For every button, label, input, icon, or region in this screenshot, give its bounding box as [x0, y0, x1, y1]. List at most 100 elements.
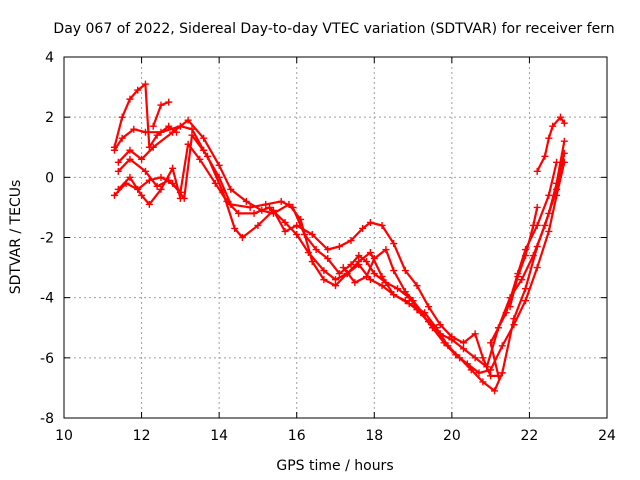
x-tick-label: 24: [598, 428, 616, 444]
series-track-5: [110, 80, 180, 151]
data-point: [347, 261, 355, 269]
data-point: [165, 98, 173, 106]
y-tick-label: 0: [45, 170, 54, 186]
data-point: [347, 237, 355, 245]
data-point: [110, 191, 118, 199]
data-point: [444, 342, 452, 350]
data-point: [522, 252, 530, 260]
data-point: [231, 224, 239, 232]
data-point: [130, 125, 138, 133]
data-point: [219, 188, 227, 196]
data-point: [545, 209, 553, 217]
data-point: [432, 324, 440, 332]
data-point: [421, 312, 429, 320]
data-point: [320, 276, 328, 284]
data-point: [335, 243, 343, 251]
x-tick-label: 14: [210, 428, 228, 444]
x-tick-label: 20: [443, 428, 461, 444]
data-point: [204, 152, 212, 160]
data-point: [359, 224, 367, 232]
data-point: [308, 230, 316, 238]
data-point: [157, 101, 165, 109]
data-point: [355, 252, 363, 260]
data-point: [332, 282, 339, 290]
data-point: [304, 249, 312, 257]
x-tick-label: 16: [288, 428, 306, 444]
data-point: [250, 209, 258, 217]
data-point: [176, 194, 184, 202]
data-point: [518, 276, 526, 284]
data-point: [448, 333, 456, 341]
data-point: [145, 200, 153, 208]
data-point: [456, 354, 464, 362]
data-point: [378, 282, 386, 290]
data-point: [126, 95, 134, 103]
data-point: [471, 354, 479, 362]
data-point: [560, 119, 568, 127]
x-tick-label: 22: [521, 428, 539, 444]
data-point: [227, 185, 235, 193]
data-point: [153, 131, 161, 139]
data-point: [184, 116, 192, 124]
data-point: [114, 158, 122, 166]
data-point: [169, 164, 177, 172]
data-point: [556, 113, 564, 121]
data-point: [281, 218, 289, 226]
data-point: [553, 179, 561, 187]
data-point: [545, 134, 553, 142]
data-point: [394, 285, 402, 293]
data-point: [118, 113, 126, 121]
series-track-10: [506, 203, 541, 311]
data-point: [269, 206, 277, 214]
data-point: [339, 264, 347, 272]
data-point: [436, 321, 444, 329]
data-point: [502, 309, 510, 317]
data-point: [425, 303, 433, 311]
data-point: [390, 291, 398, 299]
data-point: [157, 173, 165, 181]
data-point: [533, 243, 541, 251]
data-point: [196, 155, 204, 163]
y-tick-label: -8: [40, 411, 54, 427]
data-point: [378, 221, 386, 229]
data-point: [110, 143, 118, 151]
plot-series: [110, 80, 568, 395]
data-point: [401, 288, 409, 296]
data-point: [355, 261, 363, 269]
data-point: [242, 197, 250, 205]
data-point: [138, 191, 146, 199]
data-point: [498, 342, 506, 350]
y-tick-label: -2: [40, 231, 54, 247]
series-track-9: [339, 246, 429, 320]
data-point: [157, 185, 165, 193]
data-point: [114, 167, 122, 175]
data-point: [169, 179, 177, 187]
data-point: [363, 273, 371, 281]
data-point: [145, 176, 153, 184]
data-point: [266, 203, 274, 211]
data-point: [553, 158, 561, 166]
data-point: [487, 372, 495, 380]
data-point: [533, 264, 541, 272]
data-point: [459, 339, 467, 347]
data-point: [335, 270, 343, 278]
data-point: [529, 221, 537, 229]
y-tick-label: -6: [40, 351, 54, 367]
data-point: [370, 270, 378, 278]
x-tick-label: 12: [133, 428, 151, 444]
data-point: [141, 80, 149, 88]
data-point: [126, 173, 134, 181]
x-axis-label: GPS time / hours: [276, 458, 393, 474]
data-point: [254, 221, 262, 229]
data-point: [471, 330, 479, 338]
data-point: [141, 167, 149, 175]
data-point: [541, 152, 549, 160]
data-point: [366, 249, 374, 257]
data-point: [405, 300, 413, 308]
data-point: [467, 366, 475, 374]
data-point: [211, 179, 219, 187]
data-point: [153, 182, 161, 190]
data-point: [545, 227, 553, 235]
chart-title: Day 067 of 2022, Sidereal Day-to-day VTE…: [53, 21, 614, 37]
